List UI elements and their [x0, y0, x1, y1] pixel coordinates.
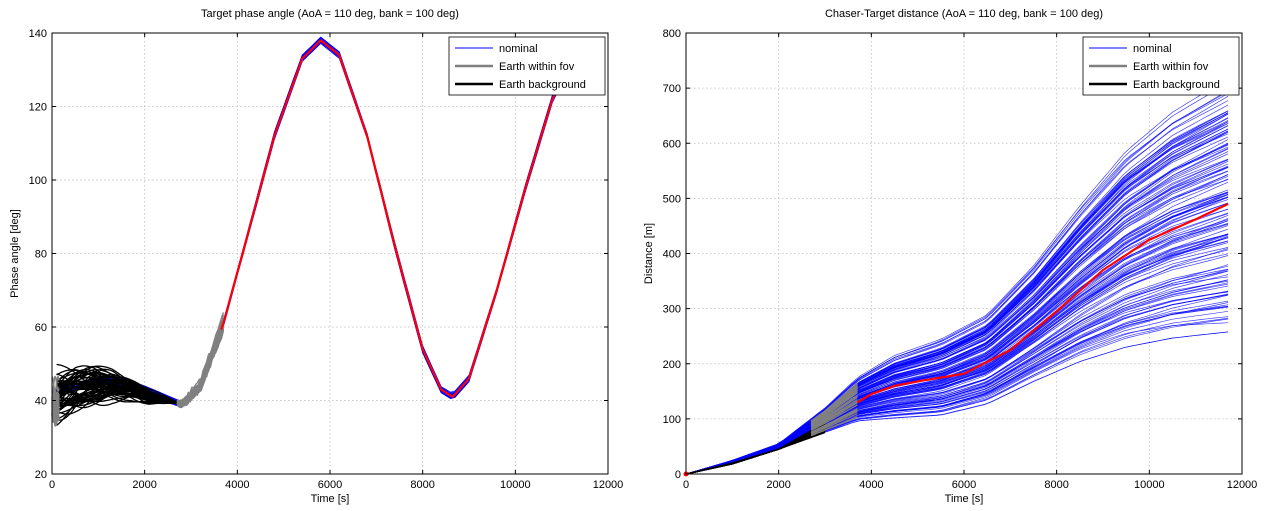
chart-title: Chaser-Target distance (AoA = 110 deg, b…: [825, 8, 1103, 20]
legend-label: Earth background: [499, 79, 586, 91]
earth-background-trace: [56, 385, 181, 408]
legend-label: nominal: [499, 43, 538, 55]
y-tick-label: 60: [35, 322, 47, 334]
earth-fov-trace: [810, 416, 858, 437]
x-tick-label: 0: [683, 479, 689, 491]
y-tick-label: 20: [35, 469, 47, 481]
x-tick-label: 6000: [318, 479, 342, 491]
x-tick-label: 12000: [593, 479, 624, 491]
legend-label: Earth within fov: [499, 61, 575, 73]
earth-fov-trace: [810, 394, 858, 427]
x-tick-label: 4000: [859, 479, 883, 491]
monte-carlo-trace: [685, 249, 1229, 475]
earth-background-trace: [56, 388, 181, 405]
earth-background-trace: [56, 365, 182, 405]
earth-background-trace: [56, 375, 181, 421]
earth-fov-trace: [810, 404, 858, 431]
mean-trace: [856, 202, 1229, 404]
legend-label: Earth within fov: [1133, 61, 1209, 73]
earth-fov-trace: [810, 385, 858, 423]
x-tick-label: 8000: [1044, 479, 1068, 491]
legend-label: Earth background: [1133, 79, 1220, 91]
y-tick-label: 140: [29, 28, 47, 40]
y-tick-label: 500: [663, 193, 681, 205]
chart-title: Target phase angle (AoA = 110 deg, bank …: [201, 8, 459, 20]
monte-carlo-trace: [685, 144, 1229, 475]
earth-fov-trace: [810, 409, 858, 434]
x-tick-label: 12000: [1227, 479, 1258, 491]
earth-fov-trace: [810, 396, 858, 428]
monte-carlo-trace: [685, 294, 1229, 475]
legend: nominal Earth within fov Earth background: [1082, 36, 1240, 96]
y-tick-label: 100: [29, 175, 47, 187]
y-axis-label: Distance [m]: [643, 223, 655, 284]
y-tick-label: 40: [35, 396, 47, 408]
earth-fov-trace: [51, 375, 60, 392]
earth-fov-trace: [51, 401, 60, 418]
x-tick-label: 2000: [766, 479, 790, 491]
monte-carlo-trace: [685, 110, 1229, 475]
earth-fov-trace: [176, 318, 224, 406]
x-tick-label: 10000: [1134, 479, 1165, 491]
x-tick-label: 8000: [410, 479, 434, 491]
x-tick-label: 10000: [500, 479, 531, 491]
mean-trace: [220, 39, 590, 398]
y-tick-label: 700: [663, 83, 681, 95]
earth-fov-trace: [810, 400, 858, 430]
monte-carlo-trace: [685, 268, 1229, 475]
x-axis-label: Time [s]: [311, 493, 350, 505]
x-tick-label: 4000: [225, 479, 249, 491]
legend: nominal Earth within fov Earth background: [448, 36, 606, 96]
y-tick-label: 120: [29, 102, 47, 114]
monte-carlo-trace: [685, 77, 1229, 475]
earth-fov-trace: [51, 375, 60, 392]
earth-fov-trace: [810, 399, 858, 429]
legend-label: nominal: [1133, 43, 1172, 55]
y-tick-label: 100: [663, 414, 681, 426]
y-tick-label: 800: [663, 28, 681, 40]
earth-fov-trace: [810, 387, 858, 424]
earth-fov-trace: [810, 408, 858, 433]
x-tick-label: 6000: [952, 479, 976, 491]
x-axis-label: Time [s]: [945, 493, 984, 505]
phase-angle-chart: 0 2000 4000 6000 8000 10000 12000 20 40 60 80 100 12…: [9, 8, 623, 505]
y-tick-label: 600: [663, 138, 681, 150]
x-tick-label: 0: [49, 479, 55, 491]
earth-background-trace: [56, 375, 182, 405]
earth-fov-trace: [810, 383, 858, 422]
earth-fov-trace: [176, 329, 225, 407]
earth-fov-trace: [810, 413, 858, 435]
y-tick-label: 80: [35, 249, 47, 261]
monte-carlo-trace: [685, 194, 1229, 475]
monte-carlo-trace: [685, 174, 1229, 475]
y-tick-label: 200: [663, 359, 681, 371]
y-axis-label: Phase angle [deg]: [9, 209, 21, 298]
y-tick-label: 300: [663, 304, 681, 316]
x-tick-label: 2000: [132, 479, 156, 491]
y-tick-label: 400: [663, 249, 681, 261]
distance-chart: 0 2000 4000 6000 8000 10000 12000 0 100 200 300 400…: [643, 8, 1257, 505]
y-tick-label: 0: [675, 469, 681, 481]
earth-background-trace: [685, 425, 826, 475]
earth-fov-trace: [810, 392, 858, 426]
